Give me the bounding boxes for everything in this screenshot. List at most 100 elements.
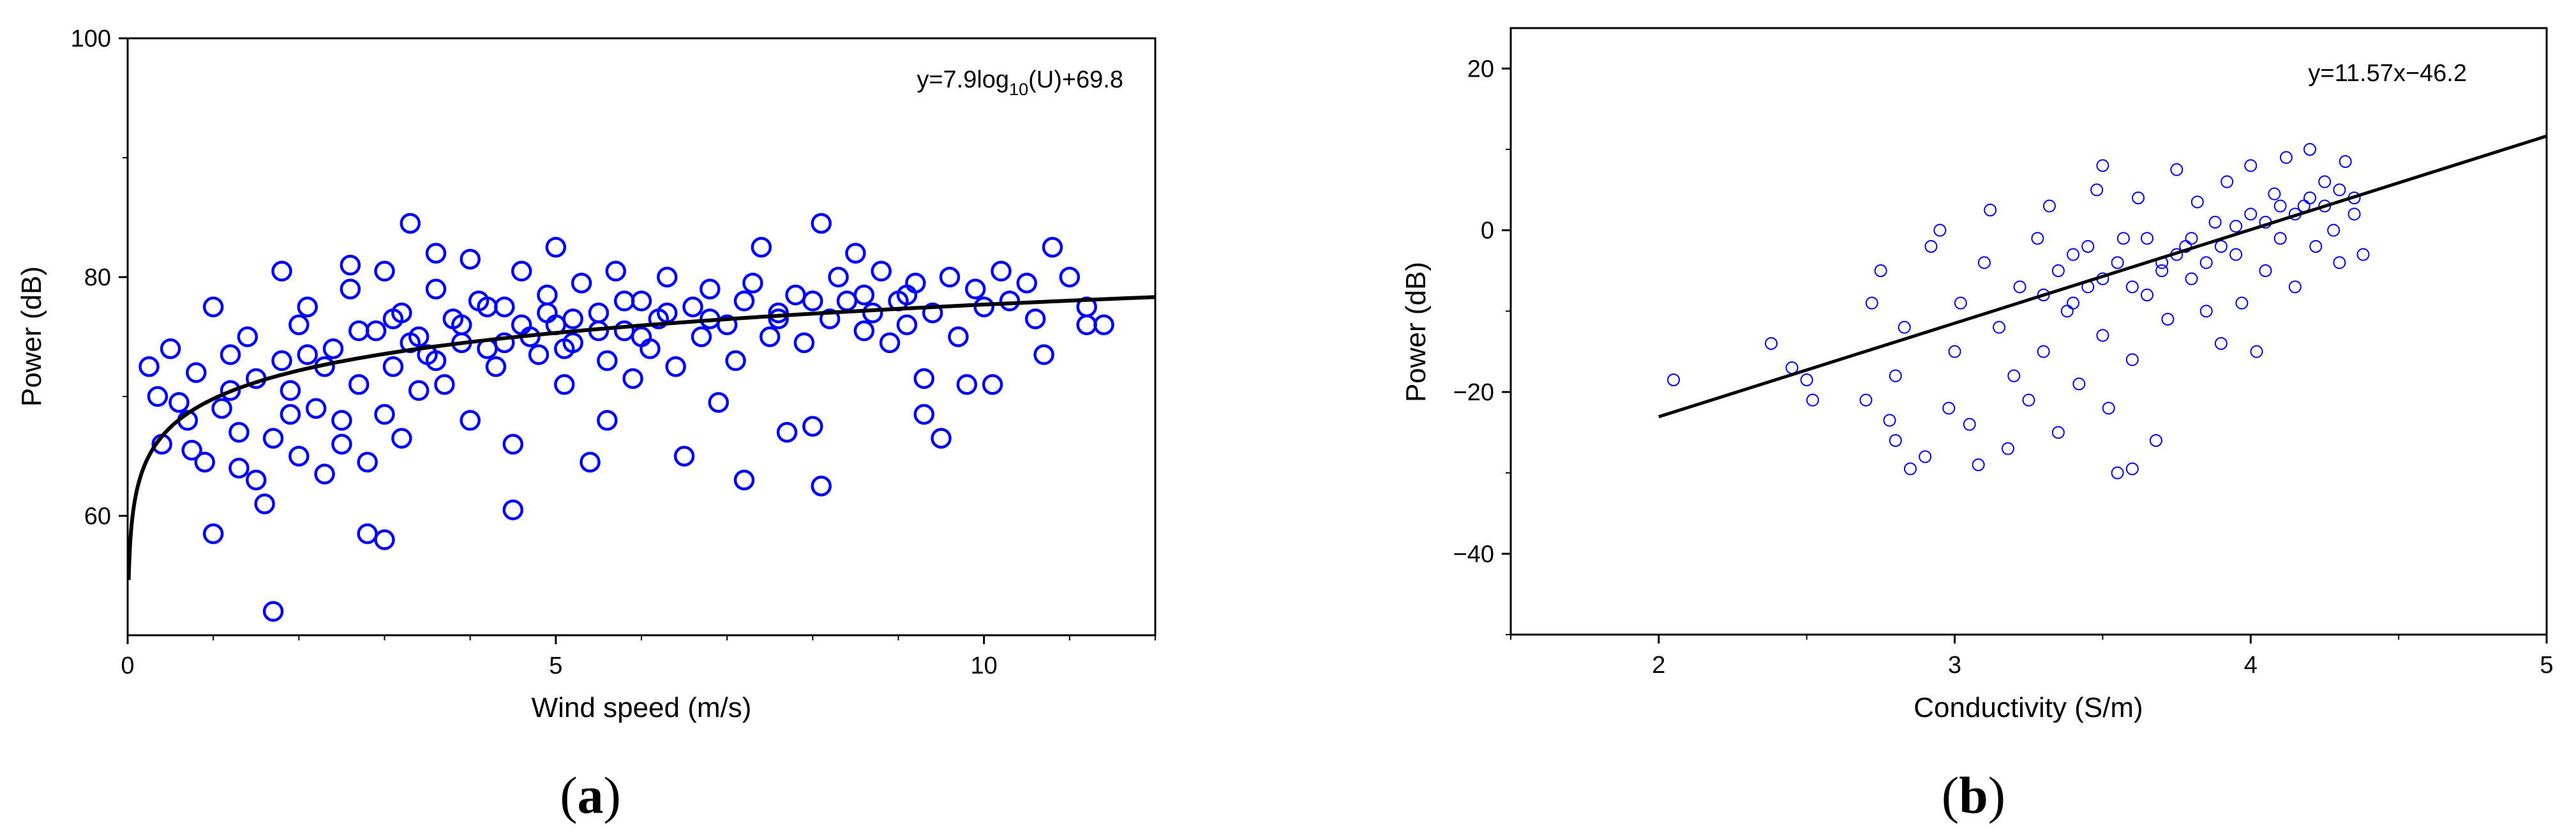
data-point <box>802 416 823 437</box>
data-point <box>237 326 258 347</box>
panel-label-a: (a) <box>560 766 621 824</box>
data-point <box>2333 183 2346 197</box>
data-point <box>357 523 378 545</box>
data-point <box>2185 272 2198 285</box>
x-axis-title-a: Wind speed (m/s) <box>532 692 752 723</box>
data-point <box>477 296 498 317</box>
data-point <box>425 243 447 264</box>
data-point <box>1954 296 1967 310</box>
data-point <box>2208 216 2222 229</box>
data-point <box>2002 442 2015 455</box>
data-point <box>862 302 883 324</box>
data-point <box>2037 345 2050 358</box>
x-tick-label-a: 5 <box>549 652 562 679</box>
data-point <box>700 278 721 299</box>
data-point <box>545 237 567 258</box>
fit-equation-b: y=11.57x−46.2 <box>2308 60 2467 87</box>
data-point <box>913 403 934 425</box>
data-point <box>2022 393 2035 407</box>
data-point <box>408 380 430 401</box>
data-point <box>2096 159 2109 172</box>
data-point <box>494 296 515 317</box>
data-point <box>708 392 729 413</box>
data-point <box>314 464 335 485</box>
data-point <box>768 302 789 324</box>
data-point <box>931 428 952 449</box>
data-point <box>973 296 994 317</box>
data-point <box>853 284 875 306</box>
data-point <box>896 314 918 336</box>
data-point <box>425 350 447 372</box>
data-point <box>1865 296 1878 310</box>
x-tick-label-b: 4 <box>2244 652 2258 679</box>
x-tick-label-b: 2 <box>1652 652 1665 679</box>
data-point <box>845 243 866 264</box>
data-point <box>391 428 412 449</box>
data-point <box>879 332 901 354</box>
data-point <box>1093 314 1114 336</box>
data-point <box>2303 143 2317 156</box>
data-point <box>965 278 986 299</box>
data-point <box>425 278 447 299</box>
data-point <box>2185 232 2198 245</box>
y-tick-label-a: 80 <box>84 264 111 291</box>
data-point <box>682 296 703 317</box>
data-point <box>2116 232 2130 245</box>
data-point <box>1765 337 1778 350</box>
data-point <box>2031 232 2044 245</box>
x-axis-title-b: Conductivity (S/m) <box>1913 692 2143 723</box>
data-point <box>288 446 310 467</box>
data-point <box>365 320 387 342</box>
data-point <box>2279 151 2293 164</box>
data-point <box>228 421 250 443</box>
data-point <box>305 398 327 419</box>
data-point <box>2318 175 2332 188</box>
data-point <box>2125 462 2139 476</box>
data-point <box>460 248 481 270</box>
fit-line-b <box>1658 134 2547 419</box>
data-point <box>760 326 781 347</box>
data-point <box>2051 426 2065 439</box>
data-point <box>511 314 532 336</box>
data-point <box>357 451 378 473</box>
data-point <box>288 314 310 336</box>
data-point <box>2229 248 2243 261</box>
data-point <box>853 320 875 342</box>
data-point <box>1924 240 1938 253</box>
data-point <box>2235 296 2249 310</box>
data-point <box>297 344 318 365</box>
data-point <box>2060 305 2074 318</box>
data-point <box>922 302 943 324</box>
data-point <box>297 296 318 317</box>
data-point <box>939 266 961 288</box>
data-point <box>811 213 832 234</box>
data-point <box>254 494 275 515</box>
data-point <box>751 237 772 258</box>
data-point <box>776 421 798 443</box>
data-point <box>2214 240 2228 253</box>
data-point <box>1963 418 1976 431</box>
tick-layer-a: 0 5 10 60 80 100 <box>71 26 1156 679</box>
data-point <box>262 428 284 449</box>
data-point <box>194 451 215 473</box>
data-point <box>725 350 746 372</box>
data-point <box>220 380 241 401</box>
data-point <box>1972 458 1985 471</box>
data-point <box>948 326 969 347</box>
scatter-points-a <box>139 213 1114 622</box>
data-point <box>408 326 430 347</box>
data-point <box>673 446 695 467</box>
data-point <box>1667 373 1681 386</box>
data-point <box>202 296 224 317</box>
data-point <box>160 338 181 359</box>
data-point <box>1024 308 1046 329</box>
data-point <box>2244 207 2258 221</box>
data-point <box>2132 192 2145 204</box>
data-point <box>2333 256 2346 269</box>
data-point <box>1806 393 1819 407</box>
data-point <box>485 356 507 377</box>
data-point <box>733 469 755 491</box>
data-point <box>340 278 361 299</box>
data-point <box>1076 314 1097 336</box>
